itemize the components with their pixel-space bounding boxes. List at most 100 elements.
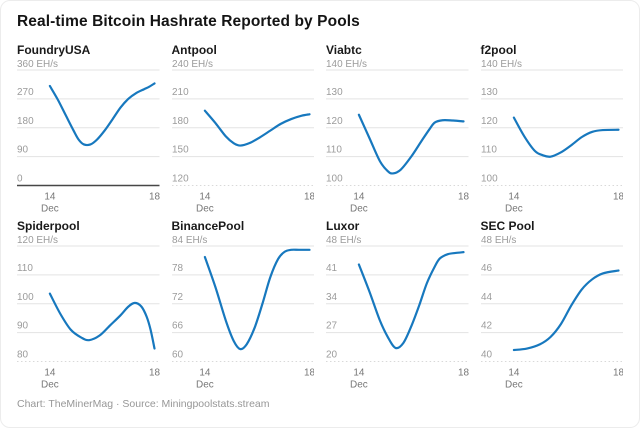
hashrate-line [48,82,156,147]
x-tick-label-month: Dec [350,203,368,214]
x-tick-label-month: Dec [41,380,59,391]
pool-name: Luxor [326,219,360,234]
x-tick-label-month: Dec [350,380,368,391]
x-tick-label-end: 18 [612,368,623,379]
x-tick-label-start: 14 [353,368,365,379]
unit-label: 120 EH/s [17,235,58,246]
y-tick-label: 20 [326,350,338,361]
y-tick-label: 120 [172,174,189,185]
y-tick-label: 44 [481,292,493,303]
unit-label: 140 EH/s [481,59,522,70]
x-tick-label-end: 18 [458,368,469,379]
x-tick-label-end: 18 [303,191,314,202]
x-tick-label-start: 14 [44,368,56,379]
y-tick-label: 100 [481,174,498,185]
x-tick-label-month: Dec [41,203,59,214]
y-tick-label: 110 [326,145,342,156]
y-tick-label: 110 [481,145,497,156]
unit-label: 84 EH/s [172,235,207,246]
x-tick-label-start: 14 [199,191,211,202]
y-tick-label: 34 [326,292,338,303]
y-tick-label: 120 [481,116,498,127]
hashrate-line [203,109,311,147]
x-tick-label-end: 18 [303,368,314,379]
hashrate-line [512,116,620,158]
y-tick-label: 210 [172,87,189,98]
pool-panel: FoundryUSA 360 EH/s 270 180 90 0 14 Dec 18 [17,43,160,215]
x-tick-label-start: 14 [199,368,211,379]
unit-label: 240 EH/s [172,59,213,70]
unit-label: 140 EH/s [326,59,367,70]
x-tick-label-month: Dec [505,380,523,391]
y-tick-label: 120 [326,116,343,127]
x-tick-label-month: Dec [196,380,214,391]
pool-name: FoundryUSA [17,43,91,57]
x-tick-label-start: 14 [508,191,520,202]
x-tick-label-end: 18 [149,368,160,379]
unit-label: 48 EH/s [326,235,361,246]
pool-name: SEC Pool [480,219,535,234]
y-tick-label: 90 [17,145,29,156]
pool-name: Antpool [171,43,217,57]
y-tick-label: 0 [17,174,23,185]
pool-panel: f2pool 140 EH/s 130 120 110 100 14 Dec 18 [481,43,624,215]
pool-panel: Luxor 48 EH/s 41 34 27 20 14 Dec 18 [326,219,469,391]
y-tick-label: 66 [172,321,184,332]
x-tick-label-month: Dec [505,203,523,214]
chart-title: Real-time Bitcoin Hashrate Reported by P… [17,13,360,30]
unit-label: 360 EH/s [17,59,58,70]
y-tick-label: 27 [326,321,338,332]
y-tick-label: 60 [172,350,184,361]
y-tick-label: 150 [172,145,189,156]
y-tick-label: 90 [17,321,29,332]
pool-panel: BinancePool 84 EH/s 78 72 66 60 14 Dec 18 [172,219,315,391]
y-tick-label: 130 [481,87,498,98]
x-tick-label-end: 18 [458,191,469,202]
y-tick-label: 180 [172,116,189,127]
y-tick-label: 40 [481,350,493,361]
x-tick-label-end: 18 [612,191,623,202]
hashrate-line [203,249,311,351]
unit-label: 48 EH/s [481,235,516,246]
hashrate-line [48,292,156,351]
hashrate-line [357,251,465,350]
x-tick-label-start: 14 [44,191,56,202]
y-tick-label: 100 [17,292,34,303]
pool-name: Spiderpool [17,219,80,234]
chart-footer: Chart: TheMinerMag · Source: Miningpools… [17,397,270,410]
x-tick-label-end: 18 [149,191,160,202]
y-tick-label: 80 [17,350,29,361]
y-tick-label: 46 [481,263,493,274]
y-tick-label: 130 [326,87,343,98]
pool-name: Viabtc [326,43,362,57]
pool-panel: Spiderpool 120 EH/s 110 100 90 80 14 Dec 18 [17,219,160,391]
x-tick-label-start: 14 [353,191,365,202]
pool-panel: Viabtc 140 EH/s 130 120 110 100 14 Dec 18 [326,43,469,215]
x-tick-label-start: 14 [508,368,520,379]
y-tick-label: 100 [326,174,343,185]
pool-panel: Antpool 240 EH/s 210 180 150 120 14 Dec 18 [172,43,315,215]
y-tick-label: 78 [172,263,184,274]
hashrate-line [512,269,620,352]
x-tick-label-month: Dec [196,203,214,214]
pool-name: f2pool [480,43,517,57]
y-tick-label: 180 [17,116,34,127]
y-tick-label: 42 [481,321,493,332]
pool-name: BinancePool [171,219,245,234]
panels-grid: FoundryUSA 360 EH/s 270 180 90 0 14 Dec 18 Antp… [17,43,623,392]
y-tick-label: 41 [326,263,338,274]
y-tick-label: 110 [17,263,33,274]
y-tick-label: 72 [172,292,184,303]
hashrate-line [357,113,465,175]
pool-panel: SEC Pool 48 EH/s 46 44 42 40 14 Dec 18 [481,219,624,391]
y-tick-label: 270 [17,87,34,98]
